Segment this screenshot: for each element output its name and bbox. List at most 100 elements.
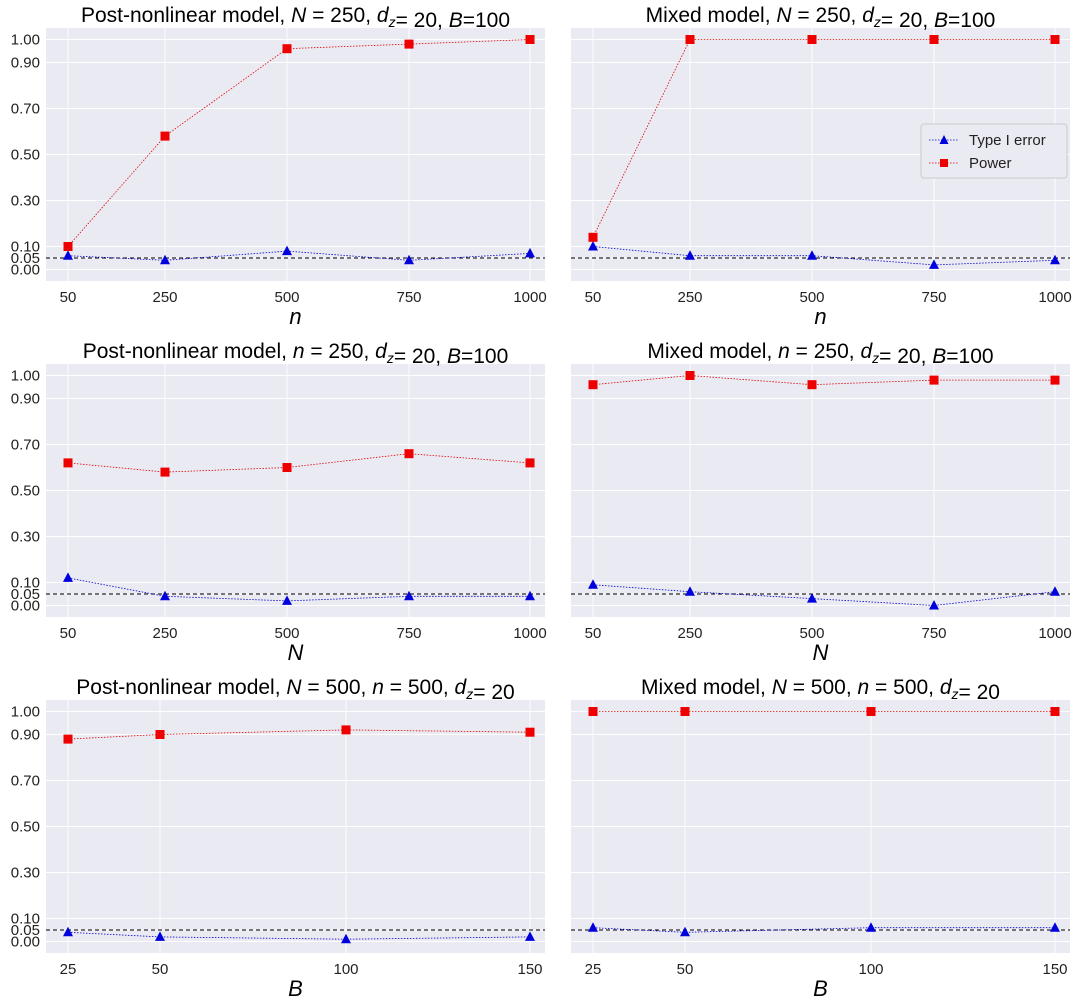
power-point [588, 380, 598, 390]
chart-panel-6: 25 50 100 150 Mixed model, N = 500, n = 500,… [571, 676, 1070, 999]
series-line-power [67, 729, 531, 740]
type1-error-point [807, 250, 817, 260]
power-point [341, 725, 351, 735]
x-tick-label: 100 [333, 961, 358, 978]
power-point [155, 730, 165, 739]
type1-error-point [63, 572, 73, 582]
y-tick-label: 0.50 [11, 819, 40, 836]
type1-error-point [929, 259, 939, 269]
type1-error-point [1050, 586, 1060, 596]
x-tick-label: 250 [677, 625, 702, 642]
power-point [588, 707, 598, 716]
power-point [525, 458, 535, 468]
chart-panel-1: 0.000.050.10 0.30 0.50 0.70 0.90 1.00 50 250 500… [11, 4, 547, 329]
y-tick-label: 0.00 [11, 934, 40, 951]
x-axis-label: n [814, 304, 826, 329]
chart-title: Mixed model, N = 250, dz= 20, B=100 [646, 4, 996, 32]
power-point [807, 35, 817, 44]
y-tick-label: 0.10 [11, 911, 40, 928]
x-axis-label: N [288, 640, 304, 665]
power-point [282, 463, 292, 472]
x-tick-label: 1000 [1038, 289, 1071, 306]
y-tick-label: 0.05 [11, 586, 40, 603]
x-tick-label: 1000 [1038, 625, 1071, 642]
type1-error-point [1050, 922, 1060, 932]
chart-panel-3: 0.000.050.10 0.30 0.50 0.70 0.90 1.00 50 250 500… [11, 340, 547, 665]
x-tick-label: 50 [60, 289, 77, 306]
type1-error-point [866, 922, 876, 932]
series-line-type1-error [592, 927, 1055, 933]
power-point [160, 131, 170, 141]
type1-error-point [63, 926, 73, 937]
y-tick-label: 0.90 [11, 55, 40, 72]
type1-error-point [525, 247, 535, 258]
y-tick-label: 1.00 [11, 32, 40, 49]
y-tick-label: 0.70 [11, 773, 40, 790]
y-tick-label: 1.00 [11, 704, 40, 721]
power-point [63, 458, 73, 468]
chart-title: Post-nonlinear model, n = 250, dz= 20, B… [83, 340, 509, 368]
x-tick-label: 25 [60, 961, 77, 978]
chart-panel-4: 50 250 500 750 1000 Mixed model, n = 250, dz=… [571, 340, 1072, 665]
type1-error-point [685, 586, 695, 596]
x-tick-label: 250 [152, 289, 177, 306]
y-tick-label: 0.90 [11, 391, 40, 408]
y-tick-label: 0.50 [11, 147, 40, 164]
power-point [160, 467, 170, 477]
power-point [63, 242, 73, 251]
x-axis-label: N [813, 640, 829, 665]
power-point [1050, 707, 1060, 716]
power-point [525, 727, 535, 737]
x-tick-label: 500 [799, 625, 824, 642]
x-tick-label: 500 [274, 625, 299, 642]
type1-error-point [588, 241, 598, 251]
y-tick-label: 0.90 [11, 727, 40, 744]
chart-title: Post-nonlinear model, N = 250, dz= 20, B… [81, 4, 510, 32]
type1-error-point [929, 600, 939, 610]
y-tick-label: 0.70 [11, 437, 40, 454]
power-point [525, 35, 535, 44]
x-tick-label: 50 [585, 289, 602, 306]
x-tick-label: 150 [1042, 961, 1067, 978]
x-tick-label: 50 [585, 625, 602, 642]
chart-title: Mixed model, N = 500, n = 500, dz= 20 [641, 676, 1000, 704]
type1-error-point [588, 579, 598, 589]
power-point [685, 371, 695, 380]
x-tick-label: 150 [517, 961, 542, 978]
type1-error-point [680, 926, 690, 937]
x-tick-label: 250 [677, 289, 702, 306]
y-tick-label: 0.30 [11, 193, 40, 210]
x-tick-label: 750 [396, 289, 421, 306]
chart-title: Post-nonlinear model, N = 500, n = 500, … [76, 676, 514, 704]
type1-error-point [282, 245, 292, 256]
power-point [588, 232, 598, 242]
power-point [1050, 375, 1060, 385]
x-tick-label: 50 [152, 961, 169, 978]
type1-error-point [1050, 254, 1060, 265]
type1-error-point [807, 593, 817, 603]
legend-type1-marker [939, 135, 949, 144]
x-tick-label: 1000 [513, 625, 546, 642]
x-axis-label: B [813, 976, 828, 999]
legend-power-label: Power [969, 155, 1012, 172]
y-tick-label: 0.30 [11, 529, 40, 546]
y-tick-label: 0.10 [11, 575, 40, 592]
y-tick-label: 0.05 [11, 922, 40, 939]
power-point [404, 39, 414, 49]
x-tick-label: 750 [921, 625, 946, 642]
x-tick-label: 500 [274, 289, 299, 306]
power-point [929, 375, 939, 385]
type1-error-point [525, 931, 535, 941]
power-point [404, 449, 414, 459]
chart-panel-2: 50 250 500 750 1000 Mixed model, N = 250, dz=… [571, 4, 1072, 329]
type1-error-point [404, 590, 414, 601]
power-point [680, 707, 690, 716]
y-tick-label: 0.50 [11, 483, 40, 500]
x-tick-label: 750 [921, 289, 946, 306]
type1-error-point [63, 250, 73, 260]
power-point [866, 707, 876, 716]
y-tick-label: 0.00 [11, 262, 40, 279]
y-tick-label: 0.05 [11, 250, 40, 267]
power-point [1050, 35, 1060, 44]
